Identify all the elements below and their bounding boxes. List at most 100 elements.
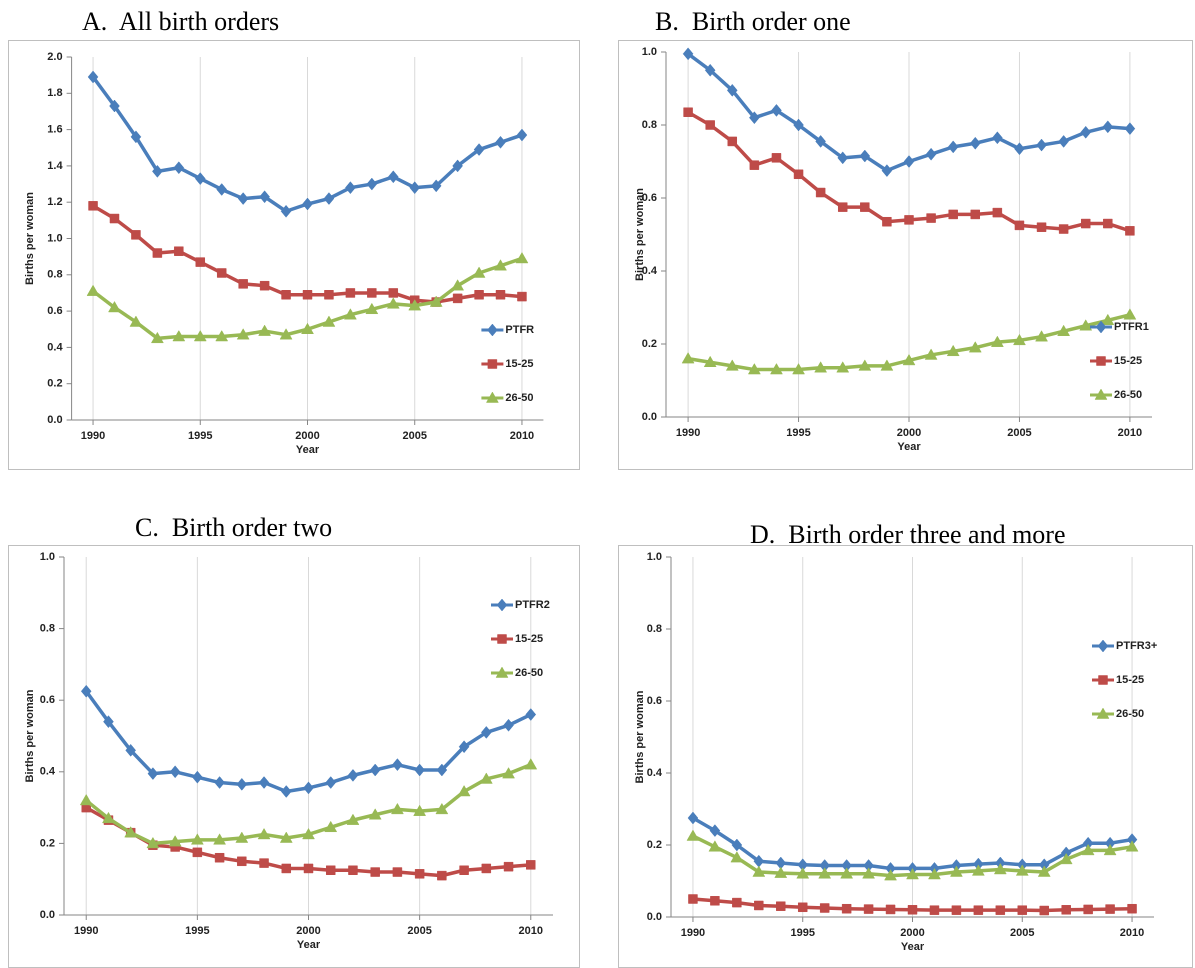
x-tick-label: 2005 — [1010, 927, 1034, 939]
marker — [818, 867, 832, 879]
marker — [747, 363, 761, 375]
marker — [147, 767, 159, 780]
marker — [754, 900, 764, 911]
marker — [236, 328, 250, 340]
legend-label: 26-50 — [1116, 708, 1144, 720]
marker — [1013, 333, 1026, 346]
y-tick-label: 0.4 — [642, 265, 658, 277]
marker — [487, 323, 498, 337]
marker — [947, 140, 959, 154]
marker — [1083, 904, 1093, 915]
marker — [172, 330, 186, 342]
marker — [324, 290, 334, 300]
marker — [168, 835, 182, 847]
marker — [79, 793, 93, 806]
marker — [452, 159, 463, 173]
y-tick-label: 0.2 — [40, 837, 55, 849]
y-tick-label: 0.0 — [642, 411, 657, 423]
marker — [347, 768, 359, 782]
panel-title: A. All birth orders — [82, 7, 279, 36]
x-tick-label: 1995 — [185, 925, 209, 937]
marker — [303, 781, 314, 795]
marker — [280, 204, 292, 218]
marker — [502, 767, 515, 779]
y-tick-label: 2.0 — [47, 51, 62, 63]
marker — [258, 776, 270, 789]
marker — [727, 136, 738, 147]
marker — [496, 598, 508, 612]
marker — [495, 135, 506, 149]
marker — [797, 902, 808, 913]
marker — [771, 153, 782, 163]
marker — [281, 290, 291, 300]
marker — [346, 813, 360, 825]
marker — [152, 164, 163, 178]
y-axis-label: Births per woman — [634, 690, 646, 783]
y-tick-label: 1.0 — [40, 551, 55, 563]
marker — [841, 903, 852, 914]
marker — [392, 867, 403, 877]
marker — [86, 284, 100, 296]
panel-title: D. Birth order three and more — [750, 520, 1066, 549]
marker — [216, 183, 228, 196]
marker — [194, 172, 206, 185]
marker — [503, 718, 514, 732]
marker — [525, 708, 537, 721]
marker — [1125, 226, 1135, 236]
marker — [437, 870, 447, 881]
marker — [474, 290, 484, 300]
panel: B. Birth order one 1990 1995 2000 2005 2010 0.… — [618, 7, 1193, 470]
marker — [192, 770, 203, 784]
marker — [992, 207, 1003, 218]
marker — [885, 904, 896, 915]
marker — [837, 151, 849, 165]
marker — [992, 131, 1003, 145]
marker — [517, 291, 527, 302]
panel-frame — [8, 545, 580, 968]
marker — [683, 107, 693, 117]
y-tick-label: 1.0 — [47, 232, 62, 244]
y-tick-label: 0.2 — [47, 378, 62, 390]
marker — [108, 300, 121, 313]
marker — [302, 197, 313, 211]
marker — [926, 213, 936, 223]
marker — [793, 169, 804, 180]
y-tick-label: 1.4 — [47, 160, 63, 172]
marker — [237, 192, 249, 205]
marker — [1125, 840, 1139, 852]
marker — [858, 359, 872, 371]
marker — [390, 802, 404, 815]
panel-title: B. Birth order one — [655, 7, 851, 36]
marker — [1102, 120, 1114, 134]
y-tick-label: 0.6 — [47, 305, 62, 317]
marker — [302, 827, 315, 840]
marker — [129, 315, 143, 327]
y-tick-label: 0.4 — [647, 767, 663, 779]
marker — [348, 865, 358, 875]
legend-label: 26-50 — [1114, 389, 1142, 401]
marker — [859, 149, 871, 163]
marker — [1127, 903, 1137, 914]
marker — [1057, 324, 1071, 336]
marker — [840, 867, 854, 879]
marker — [884, 869, 897, 881]
y-tick-label: 1.6 — [47, 124, 62, 136]
x-tick-label: 2010 — [1118, 427, 1142, 439]
marker — [343, 308, 357, 320]
y-tick-label: 0.2 — [642, 338, 657, 350]
y-tick-label: 0.2 — [647, 839, 662, 851]
marker — [687, 811, 699, 825]
marker — [302, 290, 313, 300]
y-tick-label: 0.0 — [47, 414, 62, 426]
x-tick-label: 1990 — [74, 925, 98, 937]
x-tick-label: 1990 — [681, 927, 705, 939]
y-axis-label: Births per woman — [24, 689, 36, 782]
marker — [503, 861, 514, 872]
marker — [990, 335, 1004, 347]
marker — [526, 860, 536, 870]
marker — [216, 268, 227, 278]
marker — [907, 905, 918, 915]
marker — [481, 863, 492, 874]
marker — [280, 785, 292, 798]
marker — [487, 359, 498, 369]
